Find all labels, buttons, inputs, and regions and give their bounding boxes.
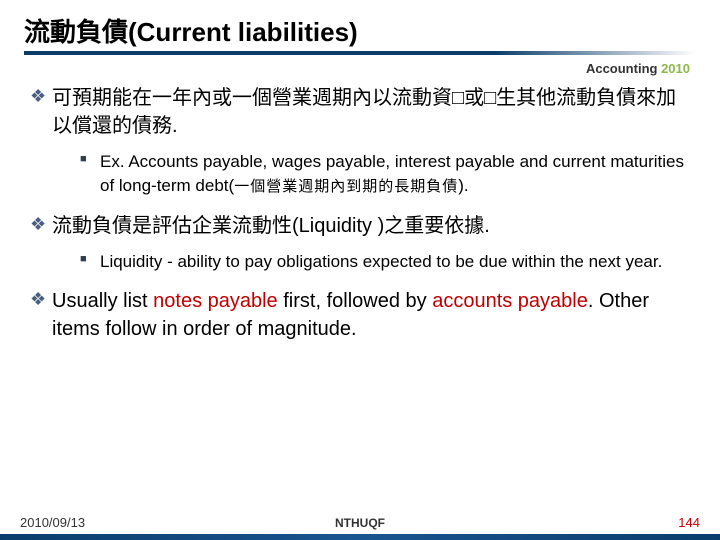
diamond-icon: ❖ <box>30 84 52 140</box>
course-name: Accounting <box>586 61 658 76</box>
sub-item-1-1-text: Ex. Accounts payable, wages payable, int… <box>100 150 690 198</box>
slide-title: 流動負債(Current liabilities) <box>24 12 696 49</box>
square-icon: ■ <box>80 150 100 198</box>
footer-page: 144 <box>678 515 700 530</box>
diamond-icon: ❖ <box>30 212 52 240</box>
bullet-item-1: ❖ 可預期能在一年內或一個營業週期內以流動資□或□生其他流動負債來加以償還的債務… <box>30 84 690 140</box>
square-icon: ■ <box>80 250 100 274</box>
item-1-text: 可預期能在一年內或一個營業週期內以流動資□或□生其他流動負債來加以償還的債務. <box>52 84 690 140</box>
content-area: ❖ 可預期能在一年內或一個營業週期內以流動資□或□生其他流動負債來加以償還的債務… <box>24 84 696 343</box>
course-year: 2010 <box>661 61 690 76</box>
item-3-text: Usually list notes payable first, follow… <box>52 287 690 343</box>
sub-item-2-1: ■ Liquidity - ability to pay obligations… <box>80 250 690 274</box>
footer-date: 2010/09/13 <box>20 515 85 530</box>
footer: 2010/09/13 NTHUQF 144 <box>0 515 720 530</box>
course-label: Accounting 2010 <box>24 61 696 76</box>
footer-center: NTHUQF <box>335 516 385 530</box>
diamond-icon: ❖ <box>30 287 52 343</box>
bottom-accent-bar <box>0 534 720 540</box>
sub-item-1-1: ■ Ex. Accounts payable, wages payable, i… <box>80 150 690 198</box>
title-underline <box>24 51 696 55</box>
bullet-item-2: ❖ 流動負債是評估企業流動性(Liquidity )之重要依據. <box>30 212 690 240</box>
sub-item-2-1-text: Liquidity - ability to pay obligations e… <box>100 250 690 274</box>
item-2-text: 流動負債是評估企業流動性(Liquidity )之重要依據. <box>52 212 690 240</box>
bullet-item-3: ❖ Usually list notes payable first, foll… <box>30 287 690 343</box>
